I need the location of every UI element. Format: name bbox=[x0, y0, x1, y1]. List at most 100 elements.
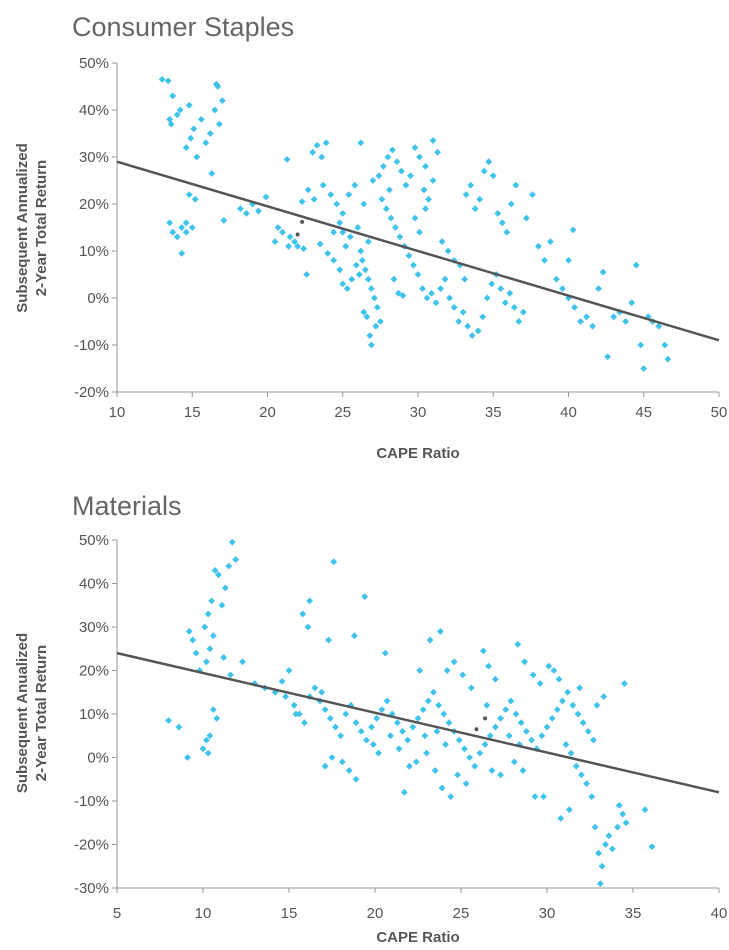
data-point bbox=[191, 195, 199, 203]
data-point bbox=[441, 275, 449, 283]
data-point bbox=[614, 823, 621, 831]
y-tick-label: -30% bbox=[74, 880, 109, 897]
data-point bbox=[505, 732, 513, 740]
data-point bbox=[185, 627, 193, 635]
data-point bbox=[319, 181, 327, 189]
data-point bbox=[239, 658, 246, 666]
data-point bbox=[571, 304, 578, 311]
x-tick-label: 10 bbox=[195, 905, 212, 922]
data-point bbox=[501, 299, 509, 307]
data-point bbox=[283, 155, 291, 163]
data-point bbox=[193, 153, 201, 161]
data-point bbox=[184, 754, 191, 761]
data-point bbox=[512, 181, 520, 189]
data-point bbox=[299, 610, 307, 618]
data-point bbox=[336, 219, 344, 227]
data-point bbox=[531, 793, 539, 801]
highlight-point bbox=[295, 232, 300, 237]
data-point bbox=[438, 784, 446, 792]
data-point bbox=[474, 327, 482, 335]
data-point bbox=[339, 228, 347, 236]
data-point bbox=[227, 671, 234, 679]
data-point bbox=[352, 719, 360, 727]
data-point bbox=[330, 558, 338, 566]
data-point bbox=[661, 341, 669, 349]
data-point bbox=[306, 597, 314, 605]
data-point bbox=[438, 238, 446, 245]
data-point bbox=[522, 214, 530, 222]
data-point bbox=[555, 675, 563, 683]
data-point bbox=[169, 92, 177, 100]
data-point bbox=[416, 228, 423, 236]
data-point bbox=[357, 247, 365, 255]
data-point bbox=[370, 294, 378, 302]
data-point bbox=[215, 571, 222, 579]
data-point bbox=[348, 275, 356, 283]
y-tick-label: 40% bbox=[79, 576, 109, 593]
data-point bbox=[318, 153, 326, 161]
data-point bbox=[584, 728, 592, 735]
data-point bbox=[522, 728, 530, 735]
data-point bbox=[619, 810, 627, 818]
scatter-points bbox=[158, 76, 672, 372]
x-tick-label: 25 bbox=[334, 404, 351, 421]
data-point bbox=[595, 849, 602, 857]
data-point bbox=[350, 632, 358, 640]
data-point bbox=[197, 116, 205, 123]
data-point bbox=[282, 693, 289, 700]
data-point bbox=[209, 706, 217, 714]
data-point bbox=[326, 714, 334, 722]
data-point bbox=[274, 224, 282, 231]
data-point bbox=[462, 191, 470, 198]
data-point bbox=[565, 257, 572, 264]
scatter-points bbox=[165, 538, 656, 888]
highlight-point bbox=[300, 219, 305, 224]
data-point bbox=[318, 688, 326, 696]
x-tick-label: 25 bbox=[453, 905, 470, 922]
data-point bbox=[206, 645, 214, 653]
data-point bbox=[425, 195, 432, 203]
data-point bbox=[303, 271, 311, 278]
data-point bbox=[290, 701, 298, 709]
data-point bbox=[409, 723, 417, 731]
data-point bbox=[432, 299, 440, 307]
data-point bbox=[424, 697, 432, 705]
data-point bbox=[354, 224, 362, 231]
data-point bbox=[338, 758, 346, 766]
data-point bbox=[203, 736, 210, 744]
data-point bbox=[569, 226, 577, 234]
data-point bbox=[221, 584, 229, 592]
data-point bbox=[445, 719, 453, 727]
data-point bbox=[330, 228, 338, 236]
data-point bbox=[321, 762, 329, 770]
data-point bbox=[324, 249, 332, 257]
data-point bbox=[164, 77, 172, 85]
data-point bbox=[187, 134, 195, 142]
data-point bbox=[321, 706, 329, 714]
data-point bbox=[497, 714, 504, 722]
data-point bbox=[165, 717, 172, 724]
data-point bbox=[211, 567, 219, 574]
data-point bbox=[436, 627, 444, 635]
data-point bbox=[178, 224, 186, 231]
data-point bbox=[506, 289, 514, 297]
data-point bbox=[351, 181, 359, 189]
x-tick-label: 40 bbox=[711, 905, 728, 922]
data-point bbox=[414, 271, 422, 278]
data-point bbox=[521, 658, 529, 666]
data-point bbox=[543, 723, 551, 731]
data-point bbox=[419, 285, 426, 292]
y-tick-label: 30% bbox=[79, 619, 109, 636]
data-point bbox=[574, 710, 582, 718]
data-point bbox=[467, 181, 475, 189]
data-point bbox=[300, 245, 308, 253]
data-point bbox=[461, 745, 468, 753]
data-point bbox=[336, 266, 344, 274]
data-point bbox=[459, 671, 467, 679]
data-point bbox=[328, 754, 336, 761]
data-point bbox=[578, 771, 585, 779]
data-point bbox=[375, 749, 382, 757]
data-point bbox=[395, 745, 403, 753]
data-point bbox=[363, 313, 371, 321]
data-point bbox=[166, 219, 174, 227]
